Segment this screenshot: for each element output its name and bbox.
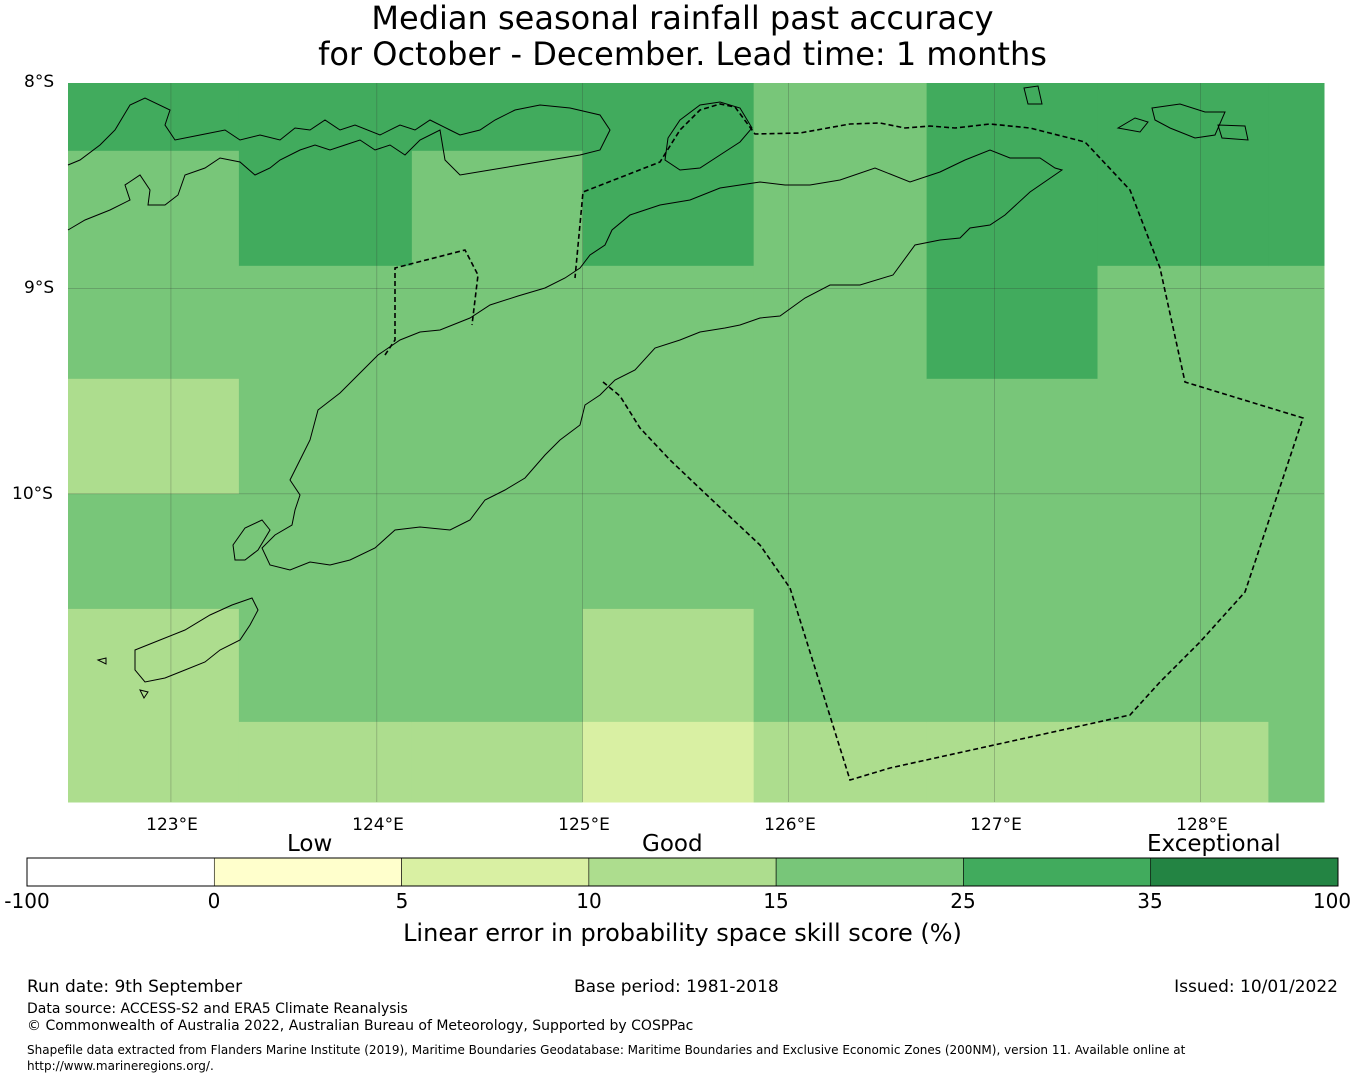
colorbar-segment [1150, 857, 1339, 887]
run-date: Run date: 9th September [27, 977, 243, 997]
colorbar-tick: 35 [1137, 889, 1163, 913]
grid-cell [68, 150, 240, 380]
colorbar-segment [775, 857, 964, 887]
graticule [68, 83, 1324, 802]
grid-cell [926, 83, 1099, 380]
grid-cell [1097, 265, 1269, 723]
colorbar-tick: 0 [207, 889, 221, 913]
maritime-boundaries [384, 103, 1305, 781]
skill-score-grid [68, 83, 1325, 803]
islet-2 [96, 657, 107, 665]
colorbar-tick: 100 [1312, 889, 1352, 913]
colorbar-title: Linear error in probability space skill … [403, 919, 962, 947]
alor-coastline [664, 101, 753, 171]
island-north-east [1151, 103, 1226, 139]
timor-coastline [261, 149, 1064, 571]
grid-cell [753, 83, 928, 723]
lat-label: 10°S [12, 484, 53, 504]
grid-cell [238, 83, 413, 267]
island-north-east-2 [1116, 117, 1149, 133]
grid-cell [1097, 83, 1269, 267]
rote-coastline [134, 597, 259, 683]
grid-cell [582, 83, 755, 267]
islet-3 [139, 689, 149, 699]
colorbar-tick: 10 [576, 889, 602, 913]
flores-coastline [67, 97, 611, 231]
semau-coastline [232, 519, 271, 561]
islet-1 [1023, 85, 1043, 105]
colorbar-tick: -100 [4, 889, 50, 913]
lon-label: 125°E [558, 815, 610, 835]
grid-cell [411, 150, 584, 723]
grid-cell [582, 721, 755, 803]
lon-label: 123°E [146, 815, 198, 835]
island-north-east-3 [1217, 124, 1249, 141]
title-line-1: Median seasonal rainfall past accuracy [371, 0, 994, 37]
timor-leste-eez [574, 103, 1305, 781]
lon-label: 127°E [970, 815, 1022, 835]
legend-category-low: Low [287, 831, 333, 857]
colorbar-segment [401, 857, 590, 887]
grid-cell [926, 378, 1099, 723]
grid-cell [1268, 265, 1325, 803]
colorbar [26, 857, 1339, 887]
grid-cell [68, 608, 240, 803]
grid-cell [1268, 83, 1325, 267]
colorbar-segment [213, 857, 402, 887]
grid-cell [68, 83, 240, 152]
lon-label: 128°E [1176, 815, 1228, 835]
coastlines [67, 85, 1249, 699]
grid-cell [68, 493, 240, 610]
grid-cell [1097, 721, 1269, 803]
legend-category-good: Good [642, 831, 703, 857]
title-line-2: for October - December. Lead time: 1 mon… [318, 35, 1047, 73]
grid-cell [238, 721, 413, 803]
lat-label: 9°S [24, 278, 55, 298]
legend-category-exceptional: Exceptional [1147, 831, 1281, 857]
shapefile-attribution: Shapefile data extracted from Flanders M… [27, 1043, 1186, 1073]
colorbar-tick: 15 [763, 889, 789, 913]
grid-cell [238, 265, 413, 723]
colorbar-segment [26, 857, 215, 887]
colorbar-segment [963, 857, 1152, 887]
grid-cell [753, 721, 928, 803]
lon-label: 124°E [352, 815, 404, 835]
grid-cell [582, 265, 755, 610]
colorbar-segment [588, 857, 777, 887]
colorbar-tick: 5 [395, 889, 409, 913]
grid-cell [68, 378, 240, 495]
grid-cell [411, 721, 584, 803]
base-period: Base period: 1981-2018 [574, 977, 779, 997]
data-source: Data source: ACCESS-S2 and ERA5 Climate … [27, 1001, 408, 1017]
copyright: © Commonwealth of Australia 2022, Austra… [27, 1018, 694, 1034]
grid-cell [926, 721, 1099, 803]
grid-cell [582, 608, 755, 723]
lat-label: 8°S [24, 72, 55, 92]
lon-label: 126°E [764, 815, 816, 835]
issued-date: Issued: 10/01/2022 [1174, 977, 1338, 997]
grid-cell [411, 83, 584, 152]
colorbar-tick: 25 [950, 889, 976, 913]
